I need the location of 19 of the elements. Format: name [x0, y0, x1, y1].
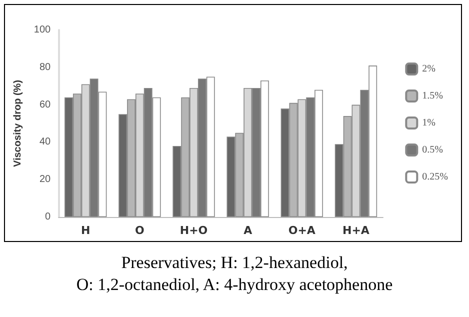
legend-label: 0.25%	[422, 172, 448, 182]
y-tick-label: 40	[39, 136, 52, 148]
y-tick-label: 20	[39, 174, 52, 186]
y-tick-label: 80	[39, 62, 52, 73]
x-tick-label: H+O	[180, 224, 208, 237]
text: Preservatives; H: 1,2-hexanediol, O: 1,2-octanediol, A: 4-hydroxy acetophenone	[75, 252, 394, 296]
y-tick-label: 100	[34, 24, 52, 36]
x-tick-label: A	[244, 224, 253, 237]
x-tick-label: O	[135, 224, 144, 237]
x-tick-label: H+A	[342, 224, 370, 237]
y-tick-label: 60	[39, 99, 52, 110]
legend-label: 0.5%	[422, 144, 444, 156]
y-tick-label: 0	[45, 212, 52, 222]
y-axis-title: Viscosity drop (%)	[12, 80, 24, 168]
legend-label: 1.5%	[422, 90, 444, 102]
x-tick-label: O+A	[288, 224, 316, 237]
x-tick-label: H	[81, 224, 90, 237]
legend-label: 2%	[422, 64, 436, 74]
legend-label: 1%	[422, 118, 436, 128]
